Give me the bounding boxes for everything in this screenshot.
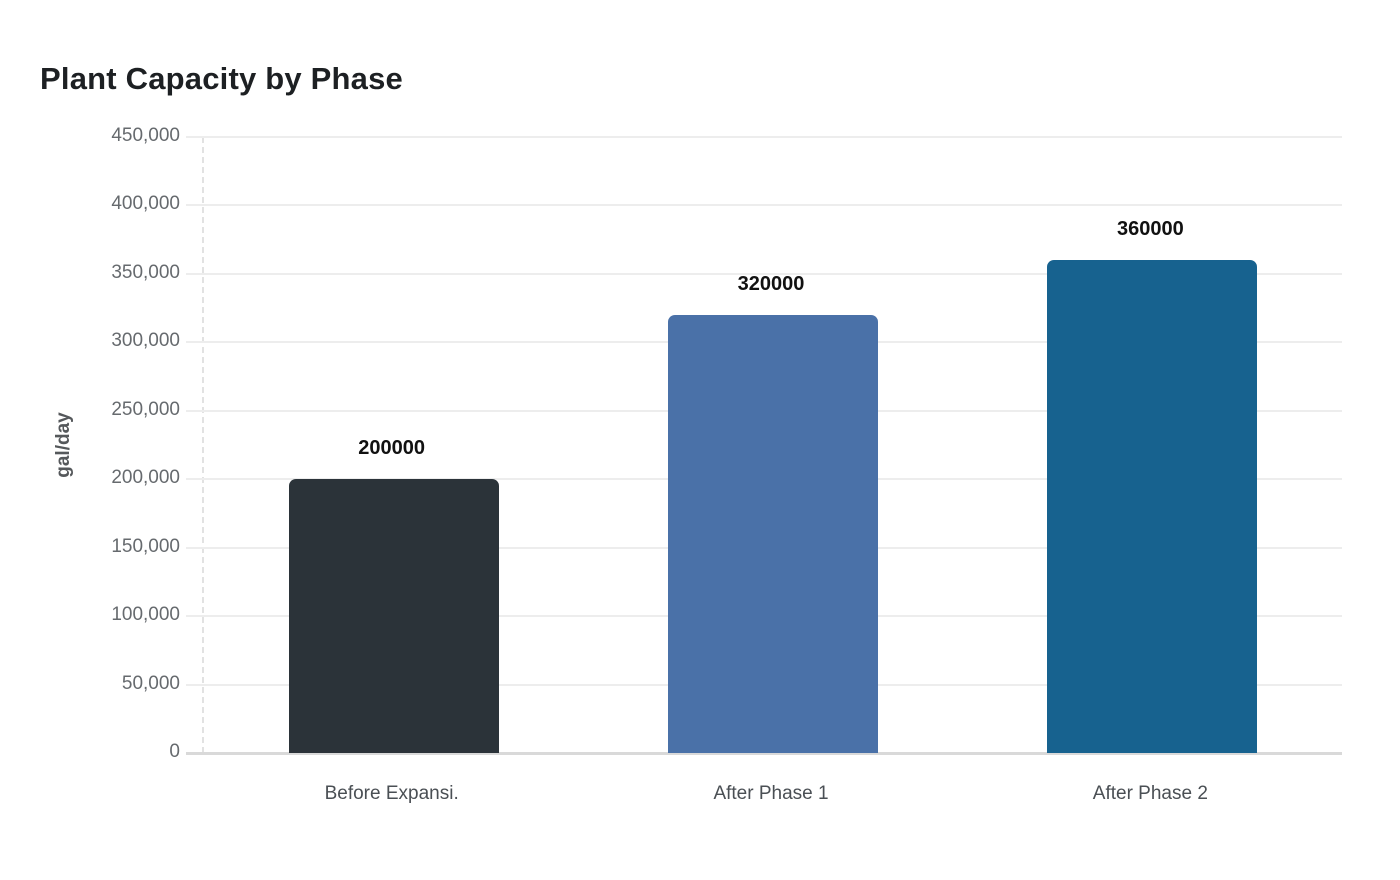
y-tick-label: 0 [169,741,180,762]
gridline [186,204,1342,207]
bar-value-label: 200000 [358,437,426,460]
y-tick-label: 250,000 [111,398,180,420]
bar-before-expansi [288,479,499,753]
y-tick-label: 350,000 [111,261,180,283]
gridline [186,272,1342,275]
y-tick-label: 300,000 [111,330,180,352]
bar-value-label: 360000 [1116,218,1184,241]
plot-area [186,136,1342,755]
y-axis-title: gal/day [53,412,74,478]
gridline [186,136,1342,138]
x-axis-baseline [186,752,1342,755]
y-tick-label: 50,000 [121,672,180,694]
chart-title: Plant Capacity by Phase [40,61,403,96]
y-tick-label: 100,000 [111,604,180,626]
y-tick-label: 450,000 [111,125,180,146]
x-tick-label: After Phase 1 [713,783,829,804]
y-tick-label: 200,000 [111,467,180,489]
bar-after-phase-1 [668,314,878,753]
x-tick-label: Before Expansi. [324,783,459,804]
y-tick-label: 150,000 [111,535,180,557]
bar-value-label: 320000 [737,272,805,295]
bar-after-phase-2 [1047,260,1258,753]
x-tick-label: After Phase 2 [1092,783,1208,804]
y-tick-label: 400,000 [111,193,180,215]
